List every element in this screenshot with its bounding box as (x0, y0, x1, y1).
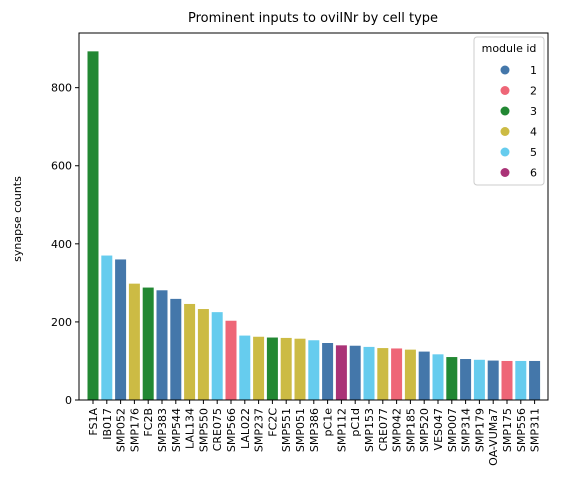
legend-label-2: 2 (530, 85, 537, 98)
bar-ib017 (101, 255, 113, 400)
x-tick-label: SMP007 (446, 408, 459, 452)
bar-fc2c (266, 337, 278, 400)
bar-smp311 (529, 360, 541, 400)
x-tick-label: FC2B (142, 408, 155, 437)
bar-smp176 (128, 283, 140, 400)
bar-fs1a (87, 51, 99, 400)
legend-marker-6 (500, 168, 510, 177)
bar-smp179 (473, 359, 485, 400)
x-tick-label: SMP544 (170, 408, 183, 452)
bar-pc1d (349, 345, 361, 400)
x-tick-label: SMP556 (515, 408, 528, 452)
bar-lal022 (239, 335, 251, 400)
bar-smp153 (363, 346, 375, 400)
legend-marker-4 (500, 127, 510, 136)
bar-smp551 (280, 337, 292, 400)
x-tick-label: SMP051 (294, 408, 307, 452)
x-tick-label: LAL022 (239, 408, 252, 449)
legend-label-4: 4 (530, 126, 537, 139)
x-tick-label: SMP311 (529, 408, 542, 452)
bar-smp185 (404, 349, 416, 400)
bar-smp052 (115, 259, 127, 400)
x-tick-label: CRE075 (211, 408, 224, 451)
legend-label-3: 3 (530, 105, 537, 118)
x-axis: FS1A IB017 SMP052 SMP176 FC2B SMP383 SMP544 LAL… (87, 400, 542, 466)
x-tick-label: SMP550 (197, 408, 210, 452)
legend: module id 1 2 3 4 5 6 (473, 36, 545, 186)
x-tick-label: SMP179 (473, 408, 486, 452)
x-tick-label: SMP551 (280, 408, 293, 452)
bar-ves047 (432, 354, 444, 400)
y-tick-label: 200 (51, 316, 72, 329)
bar-smp550 (197, 309, 209, 400)
y-tick-label: 800 (51, 82, 72, 95)
x-tick-label: CRE077 (377, 408, 390, 451)
x-tick-label: VES047 (432, 408, 445, 450)
bar-smp544 (170, 298, 182, 400)
x-tick-label: LAL134 (184, 408, 197, 449)
bar-smp383 (156, 290, 168, 400)
bar-smp112 (335, 345, 347, 400)
x-tick-label: SMP175 (501, 408, 514, 452)
x-tick-label: SMP314 (460, 408, 473, 452)
bar-smp566 (225, 320, 237, 400)
bar-smp314 (460, 359, 472, 400)
legend-label-6: 6 (530, 167, 537, 180)
x-tick-label: SMP383 (156, 408, 169, 452)
x-tick-label: pC1d (349, 408, 362, 437)
y-axis-label: synapse counts (11, 176, 24, 262)
bar-smp237 (253, 336, 265, 400)
x-tick-label: FS1A (87, 408, 100, 436)
x-tick-label: SMP386 (308, 408, 321, 452)
bar-smp051 (294, 338, 306, 400)
bar-pc1e (322, 343, 334, 400)
bar-smp175 (501, 360, 513, 400)
bar-smp556 (515, 360, 527, 400)
x-tick-label: SMP176 (128, 408, 141, 452)
x-tick-label: OA-VUMa7 (487, 408, 500, 466)
bar-cre077 (377, 348, 389, 400)
x-tick-label: SMP566 (225, 408, 238, 452)
bar-lal134 (184, 303, 196, 400)
x-tick-label: SMP153 (363, 408, 376, 452)
bar-smp386 (308, 340, 320, 400)
chart-title: Prominent inputs to oviINr by cell type (188, 11, 438, 26)
bar-smp520 (418, 351, 430, 400)
x-tick-label: SMP520 (418, 408, 431, 452)
x-tick-label: FC2C (266, 408, 279, 437)
x-tick-label: pC1e (322, 408, 335, 437)
legend-marker-2 (500, 86, 510, 95)
legend-marker-3 (500, 106, 510, 116)
bar-oa-vuma7 (487, 360, 499, 400)
x-tick-label: SMP112 (335, 408, 348, 452)
plot-frame (78, 32, 549, 401)
bars-group (87, 51, 541, 400)
legend-title: module id (482, 42, 537, 55)
y-axis: 0 200 400 600 800 (51, 82, 79, 407)
legend-label-1: 1 (530, 64, 537, 77)
x-tick-label: SMP052 (115, 408, 128, 452)
bar-fc2b (142, 287, 154, 400)
x-tick-label: SMP185 (404, 408, 417, 452)
x-tick-label: SMP237 (253, 408, 266, 452)
y-tick-label: 400 (51, 238, 72, 251)
bar-smp042 (391, 348, 403, 400)
bar-cre075 (211, 312, 223, 400)
x-tick-label: IB017 (101, 408, 114, 440)
x-tick-label: SMP042 (391, 408, 404, 452)
y-tick-label: 600 (51, 160, 72, 173)
legend-label-5: 5 (530, 146, 537, 159)
y-tick-label: 0 (65, 394, 72, 407)
bar-smp007 (446, 357, 458, 400)
legend-marker-1 (500, 65, 510, 75)
legend-marker-5 (500, 147, 510, 157)
